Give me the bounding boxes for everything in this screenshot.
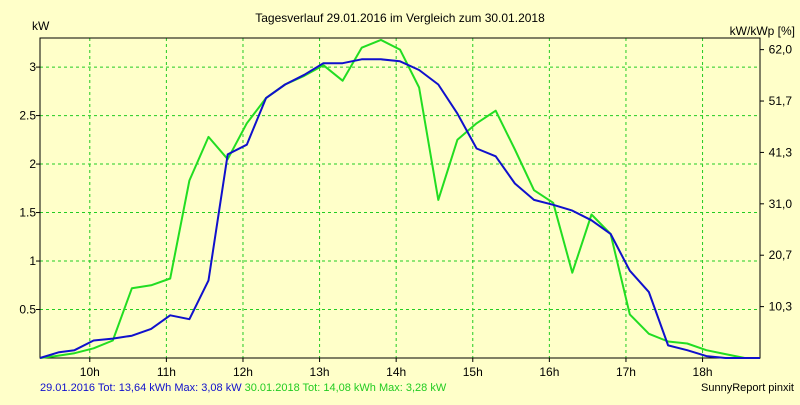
x-tick-label: 18h — [693, 365, 713, 379]
x-tick-label: 11h — [157, 365, 176, 379]
y-tick-label-left: 1.5 — [19, 206, 36, 220]
series-line-s2016 — [39, 58, 760, 359]
series-line-s2018 — [39, 38, 760, 359]
chart-title: Tagesverlauf 29.01.2016 im Vergleich zum… — [255, 11, 545, 25]
y-axis-label-right: kW/kWp [%] — [730, 24, 795, 38]
y-axis-label-left: kW — [32, 19, 50, 33]
tick-labels: 10h 11h 12h 13h 14h 15h 16h 17h 18h0.511.522.531… — [19, 43, 792, 379]
y-tick-label-right: 62,0 — [769, 43, 793, 57]
y-tick-label-left: 1 — [29, 254, 36, 268]
x-tick-label: 17h — [616, 365, 636, 379]
legend: 29.01.2016 Tot: 13,64 kWh Max: 3,08 kW 3… — [40, 382, 446, 394]
x-tick-label: 13h — [310, 365, 330, 379]
credit-text: SunnyReport pinxit — [701, 382, 794, 394]
axes — [36, 37, 764, 362]
y-tick-label-left: 2 — [29, 157, 36, 171]
y-tick-label-right: 31,0 — [769, 197, 793, 211]
y-tick-label-right: 10,3 — [769, 300, 793, 314]
legend-entry-2016: 29.01.2016 Tot: 13,64 kWh Max: 3,08 kW — [40, 382, 242, 394]
y-tick-label-left: 2.5 — [19, 109, 36, 123]
grid — [40, 38, 760, 358]
x-tick-label: 14h — [386, 365, 406, 379]
y-tick-label-right: 41,3 — [769, 145, 793, 159]
x-tick-label: 16h — [539, 365, 559, 379]
series-layer — [39, 38, 760, 359]
y-tick-label-right: 20,7 — [769, 248, 793, 262]
x-tick-label: 15h — [463, 365, 483, 379]
x-tick-label: 10h — [80, 365, 100, 379]
y-tick-label-left: 3 — [29, 60, 36, 74]
legend-entry-2018: 30.01.2018 Tot: 14,08 kWh Max: 3,28 kW — [244, 382, 447, 394]
y-tick-label-left: 0.5 — [19, 303, 36, 317]
x-tick-label: 12h — [233, 365, 253, 379]
y-tick-label-right: 51,7 — [769, 94, 793, 108]
plot-frame — [39, 37, 761, 359]
